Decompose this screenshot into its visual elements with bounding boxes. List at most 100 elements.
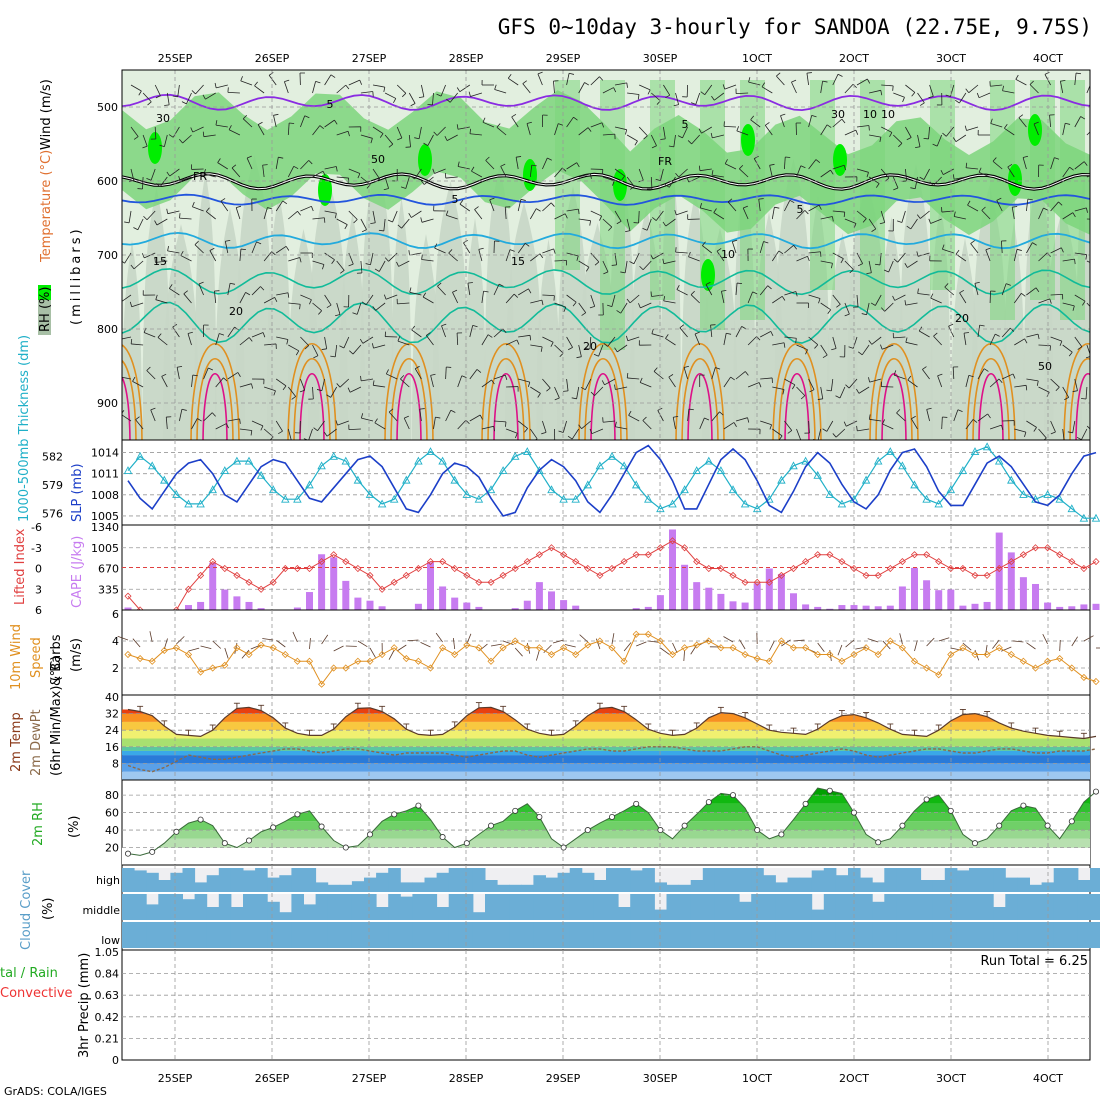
wind-barb [566,378,569,391]
wind-barb-flag [493,426,495,432]
wind-barb [701,126,713,134]
warm-contour [202,373,228,440]
wind-barb [356,302,362,315]
cloud-level-label: middle [82,904,120,917]
wind-barb [808,336,819,346]
wind-barb [542,202,552,212]
cloud-bar [823,922,837,948]
wind-barb-flag [1022,155,1029,158]
wind-barb-flag [236,205,242,208]
wind-barb-flag [361,229,367,233]
cloud-bar [218,922,232,948]
temp-tick: 8 [112,757,119,770]
wind-barb [832,118,843,128]
wind-barb-flag [593,353,599,357]
thickness-label: 1000-500mb Thickness (dm) [17,335,32,522]
wind-barb-flag [763,241,769,244]
cloud-bar [557,894,571,920]
cloud-bar [267,877,280,892]
wind-barb [1038,428,1047,439]
wind-barb [652,252,664,260]
rh-point [754,827,761,834]
wind-barb-flag [606,304,613,307]
wind-barb-flag [965,88,970,93]
wind-barb-flag [401,93,407,98]
wind-barb-flag [650,254,654,260]
cloud-bar [993,868,1006,892]
cloud-bar [485,880,498,892]
wind-barb-flag [245,292,251,296]
rh-point [923,796,930,803]
cloud-bars [122,868,1100,948]
wind-barb-flag [992,157,997,162]
wind-barb [910,418,918,430]
wind-barb [856,125,869,128]
wind-barb [203,412,213,422]
wind-barb [884,302,894,312]
rh-point [463,840,470,847]
wind-barb-flag [250,430,253,436]
cape-tick: 1340 [91,521,119,534]
cloud-bar [606,894,619,920]
wind-barb-flag [871,228,877,232]
cloud-bar [932,880,946,892]
warm-contour [122,344,143,440]
thickness-point [571,494,580,503]
wind-barb [888,260,894,273]
wind-barb [308,428,313,440]
wind-barb [967,204,979,212]
wind-barb [626,176,635,187]
cloud-bar [557,922,571,948]
wind-barb-flag [225,239,231,242]
wind-barb [254,85,265,94]
wind-barb-flag [166,171,171,177]
wind-barb-flag [371,343,374,349]
cape-bar [548,591,555,610]
wind-barb [699,417,705,430]
li-point [1056,551,1064,559]
thickness-point [631,480,641,489]
wind-barb-flag [147,101,152,106]
wind-barb-flag [665,334,669,339]
rh-band [122,821,1090,831]
wind-barb [493,420,506,423]
wind-barb [977,368,985,380]
wind-barb-flag [1091,312,1095,315]
wind-barb [511,116,519,128]
wind-barb [978,92,991,99]
wind-barb [522,83,531,94]
cloud-bar [255,922,268,948]
wind-barb [122,336,132,340]
wind-barb [403,417,410,430]
contour-label: 5 [452,193,459,206]
cloud-bar [654,882,667,892]
wind10m-barb [611,633,615,645]
wind-barb [204,173,216,178]
wind-barb [452,292,459,304]
wind-barb-flag [907,375,912,381]
wind-barb-flag [396,261,399,267]
wind-barb-flag [761,82,766,88]
wind-barb [459,84,471,93]
wind10m-barb [899,633,903,645]
wind-barb [553,81,555,94]
wind-barb [839,386,846,399]
wind-barb [590,122,603,128]
wind10m-barb [176,636,185,645]
wind-barb-flag [976,92,980,98]
cloud-bar [472,868,486,892]
wind-barb [602,87,614,94]
wind-barb [373,344,386,349]
wind-barb-flag [795,291,798,297]
wind-barb [142,134,148,147]
cloud-bar [981,894,994,920]
rh2m-label: 2m RH [31,802,46,846]
wind-barb [194,244,204,254]
wind-barb [675,92,679,105]
wind-barb-flag [874,263,880,266]
wind-barb-flag [321,348,327,350]
wind-barb [397,340,410,346]
wind-point [584,641,592,649]
rh-saturated [833,144,847,176]
thickness-point [861,475,871,484]
